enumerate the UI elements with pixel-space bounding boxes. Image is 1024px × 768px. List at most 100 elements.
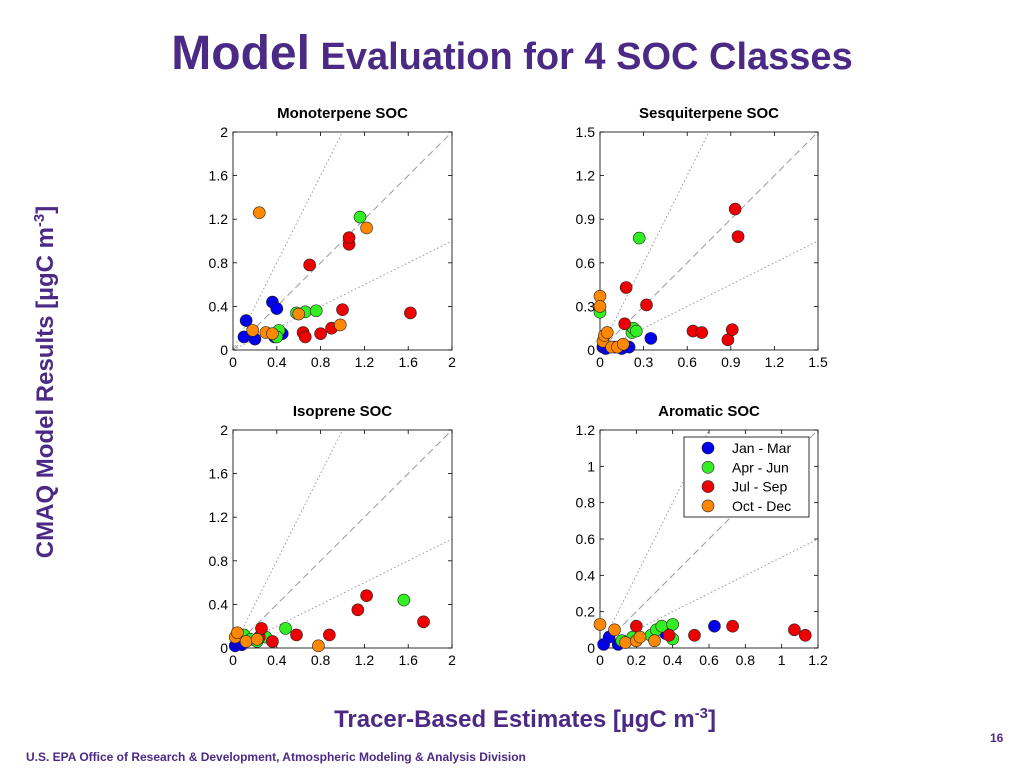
data-point xyxy=(252,206,266,219)
data-point xyxy=(619,636,632,649)
y-tick-label: 0 xyxy=(220,342,228,358)
chart-aromatic-soc: 0 0.2 0.4 0.6 0.8 1 1.2 0 0.2 0.4 0.6 0.8 1 1.2 Aromat… xyxy=(576,403,828,668)
reference-line-slope-1 xyxy=(600,132,818,350)
x-axis-title-end: ] xyxy=(707,706,716,733)
x-tick-label: 0.3 xyxy=(634,354,654,370)
reference-line-slope-2 xyxy=(233,430,344,648)
legend-marker xyxy=(701,499,715,513)
x-tick-label: 0 xyxy=(229,354,237,370)
x-axis-title-main: Tracer-Based Estimates [µgC m xyxy=(334,706,695,733)
series-oct-dec xyxy=(228,626,325,653)
reference-line-slope-1 xyxy=(233,132,452,350)
series-jul-sep xyxy=(618,202,745,347)
data-point xyxy=(417,615,430,629)
data-point xyxy=(630,324,643,338)
data-point xyxy=(266,327,279,340)
data-point xyxy=(593,300,607,313)
data-point xyxy=(351,603,365,617)
x-tick-label: 1.2 xyxy=(765,354,785,370)
data-point xyxy=(231,626,244,640)
chart-title: Monoterpene SOC xyxy=(277,105,408,122)
reference-line-slope-2 xyxy=(600,132,710,350)
y-tick-label: 1.2 xyxy=(209,211,229,227)
chart-isoprene-soc: 0 0.4 0.8 1.2 1.6 2 0 0.4 0.8 1.2 1.6 2 Isoprene SOC xyxy=(209,403,457,668)
x-tick-label: 0.8 xyxy=(311,354,331,370)
x-tick-label: 2 xyxy=(448,652,456,668)
slide-title-rest: Evaluation for 4 SOC Classes xyxy=(309,36,853,78)
data-point xyxy=(404,306,417,320)
plot-frame xyxy=(232,429,453,649)
data-point xyxy=(666,618,679,631)
slide-title-model: Model xyxy=(171,27,310,80)
y-tick-label: 0.4 xyxy=(209,298,229,314)
plot-frame xyxy=(232,131,453,351)
data-point xyxy=(593,618,607,631)
data-point xyxy=(353,210,367,224)
data-point xyxy=(303,258,316,272)
data-point xyxy=(708,619,721,633)
y-tick-label: 1.2 xyxy=(209,509,229,525)
x-tick-label: 1.2 xyxy=(355,652,375,668)
x-axis-title: Tracer-Based Estimates [µgC m-3] xyxy=(0,706,1024,734)
y-tick-label: 2 xyxy=(220,124,228,140)
y-tick-label: 0 xyxy=(587,640,595,656)
data-point xyxy=(725,323,739,336)
x-tick-label: 1.2 xyxy=(355,354,375,370)
series-oct-dec xyxy=(246,206,373,340)
data-point xyxy=(279,622,292,635)
x-tick-label: 1.6 xyxy=(398,652,418,668)
data-point xyxy=(728,202,742,216)
y-tick-label: 0.9 xyxy=(576,211,596,227)
chart-title: Sesquiterpene SOC xyxy=(639,105,779,122)
data-point xyxy=(250,632,264,646)
x-tick-label: 0.9 xyxy=(721,354,741,370)
y-tick-label: 1.6 xyxy=(209,168,229,184)
x-axis-title-sup: -3 xyxy=(694,706,708,722)
data-point xyxy=(292,307,306,321)
data-point xyxy=(298,330,312,344)
x-tick-label: 0.4 xyxy=(267,354,287,370)
y-tick-label: 0.6 xyxy=(576,255,596,271)
series-apr-jun xyxy=(593,231,646,339)
legend-label: Jan - Mar xyxy=(732,440,791,456)
y-tick-label: 0.8 xyxy=(209,553,229,569)
x-tick-label: 0.8 xyxy=(311,652,331,668)
y-tick-label: 0 xyxy=(220,640,228,656)
reference-lines xyxy=(233,430,452,648)
x-tick-label: 0.6 xyxy=(677,354,697,370)
series-jul-sep xyxy=(296,231,417,344)
data-point xyxy=(616,337,630,351)
data-point xyxy=(239,635,253,648)
reference-line-slope-0-5 xyxy=(233,538,452,648)
data-point xyxy=(360,221,373,235)
y-tick-label: 1.5 xyxy=(576,124,596,140)
y-tick-label: 1.2 xyxy=(576,422,596,438)
legend-marker xyxy=(701,480,715,493)
legend-marker xyxy=(701,441,715,455)
legend-label: Oct - Dec xyxy=(732,498,791,514)
data-point xyxy=(633,630,647,644)
x-tick-label: 1.6 xyxy=(398,354,418,370)
x-tick-label: 0.2 xyxy=(627,652,647,668)
y-tick-label: 1.2 xyxy=(576,168,596,184)
x-tick-label: 0.4 xyxy=(267,652,287,668)
legend-label: Apr - Jun xyxy=(732,459,789,475)
data-point xyxy=(788,623,801,637)
data-point xyxy=(266,635,279,648)
data-point xyxy=(644,332,658,345)
slide-title: Model Evaluation for 4 SOC Classes xyxy=(0,26,1024,81)
reference-line-slope-1 xyxy=(233,430,452,648)
reference-line-slope-2 xyxy=(600,430,710,648)
data-point xyxy=(726,619,739,633)
data-point xyxy=(632,231,646,245)
y-tick-label: 2 xyxy=(220,422,228,438)
series-oct-dec xyxy=(593,289,630,354)
data-point xyxy=(342,231,356,245)
data-point xyxy=(688,628,701,642)
x-tick-label: 1.2 xyxy=(808,652,828,668)
data-point xyxy=(630,619,643,633)
data-point xyxy=(608,623,621,637)
plot-frame xyxy=(599,131,819,351)
data-point xyxy=(731,230,745,243)
